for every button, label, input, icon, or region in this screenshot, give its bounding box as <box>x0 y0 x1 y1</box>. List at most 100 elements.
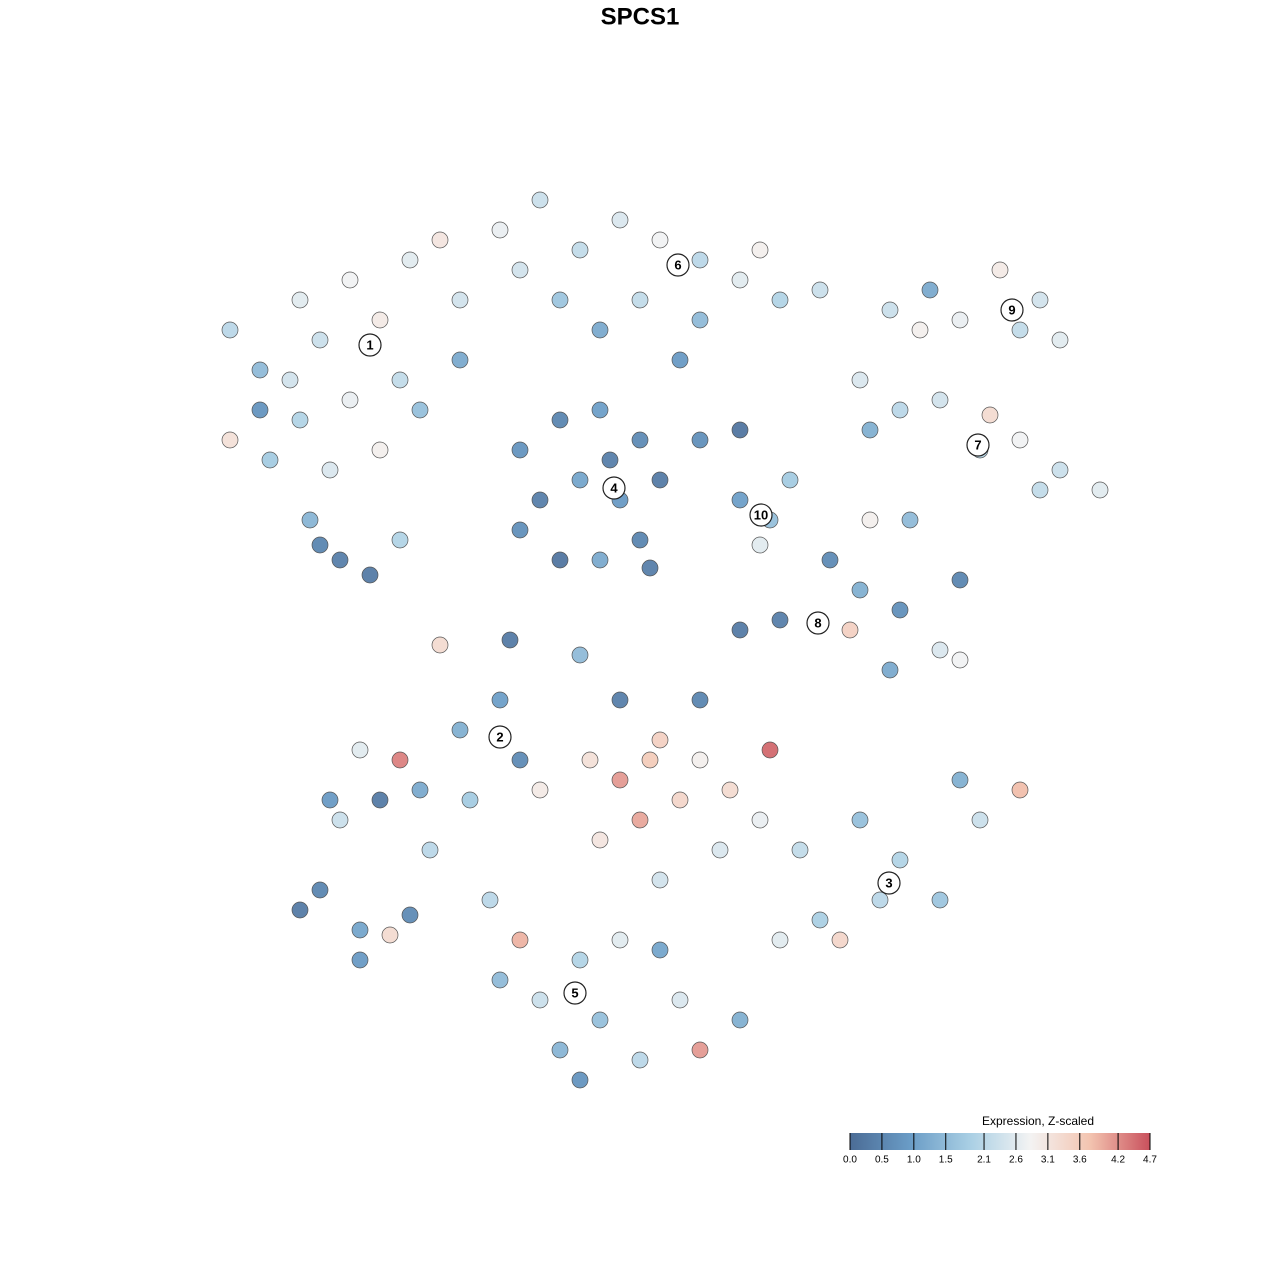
point <box>391 371 409 389</box>
cluster-badge <box>1000 298 1024 322</box>
cluster-badge <box>602 476 626 500</box>
colorbar-tick-label: 2.6 <box>1009 1155 1023 1166</box>
cluster-badge <box>966 433 990 457</box>
point <box>651 231 669 249</box>
point <box>671 791 689 809</box>
point <box>631 1051 649 1069</box>
point <box>691 691 709 709</box>
cluster-badge <box>488 725 512 749</box>
point <box>691 251 709 269</box>
point <box>851 581 869 599</box>
point <box>511 931 529 949</box>
point <box>901 511 919 529</box>
point <box>221 321 239 339</box>
cluster-label: 8 <box>814 615 821 630</box>
point <box>951 571 969 589</box>
point <box>861 421 879 439</box>
colorbar-tick-label: 4.2 <box>1111 1155 1125 1166</box>
point <box>771 931 789 949</box>
cluster-label: 6 <box>674 257 681 272</box>
cluster-badge <box>749 503 773 527</box>
point <box>321 461 339 479</box>
point <box>411 781 429 799</box>
point <box>411 401 429 419</box>
point <box>691 431 709 449</box>
point <box>691 311 709 329</box>
colorbar-tick-label: 4.7 <box>1143 1155 1157 1166</box>
point <box>1091 481 1109 499</box>
point <box>511 751 529 769</box>
point <box>671 991 689 1009</box>
point <box>431 636 449 654</box>
point <box>511 441 529 459</box>
point <box>851 811 869 829</box>
point <box>891 851 909 869</box>
point <box>321 791 339 809</box>
colorbar-tick-label: 2.1 <box>977 1155 991 1166</box>
point <box>1051 461 1069 479</box>
point <box>721 781 739 799</box>
point <box>291 901 309 919</box>
point <box>1011 321 1029 339</box>
point <box>361 566 379 584</box>
point <box>331 811 349 829</box>
point <box>751 811 769 829</box>
point <box>731 491 749 509</box>
point <box>551 291 569 309</box>
point <box>391 531 409 549</box>
colorbar-gradient <box>850 1133 1150 1150</box>
point <box>781 471 799 489</box>
point <box>431 231 449 249</box>
point <box>351 951 369 969</box>
point <box>371 791 389 809</box>
point <box>571 951 589 969</box>
point <box>531 781 549 799</box>
point <box>341 271 359 289</box>
point <box>611 211 629 229</box>
point <box>651 941 669 959</box>
point <box>651 731 669 749</box>
point <box>251 401 269 419</box>
point <box>351 921 369 939</box>
point <box>991 261 1009 279</box>
point <box>751 241 769 259</box>
colorbar-tick-label: 0.5 <box>875 1155 889 1166</box>
point <box>591 1011 609 1029</box>
point <box>641 559 659 577</box>
point <box>591 321 609 339</box>
point <box>581 751 599 769</box>
point <box>551 551 569 569</box>
point <box>931 641 949 659</box>
cluster-label: 1 <box>366 337 373 352</box>
point <box>551 1041 569 1059</box>
point <box>951 311 969 329</box>
point <box>761 741 779 759</box>
point <box>651 871 669 889</box>
point <box>371 441 389 459</box>
colorbar-tick-label: 0.0 <box>843 1155 857 1166</box>
point <box>631 531 649 549</box>
point <box>791 841 809 859</box>
point <box>811 911 829 929</box>
point <box>1051 331 1069 349</box>
point <box>511 261 529 279</box>
colorbar-title: Expression, Z-scaled <box>982 1114 1094 1128</box>
point <box>711 841 729 859</box>
point <box>631 811 649 829</box>
point <box>731 1011 749 1029</box>
cluster-badge <box>806 611 830 635</box>
point <box>401 251 419 269</box>
point <box>251 361 269 379</box>
chart-title: SPCS1 <box>601 3 680 30</box>
point <box>611 691 629 709</box>
point <box>611 931 629 949</box>
point <box>341 391 359 409</box>
point <box>451 351 469 369</box>
point <box>451 291 469 309</box>
point <box>1011 431 1029 449</box>
point <box>381 926 399 944</box>
cluster-label: 10 <box>754 507 768 522</box>
point <box>491 971 509 989</box>
point <box>1011 781 1029 799</box>
